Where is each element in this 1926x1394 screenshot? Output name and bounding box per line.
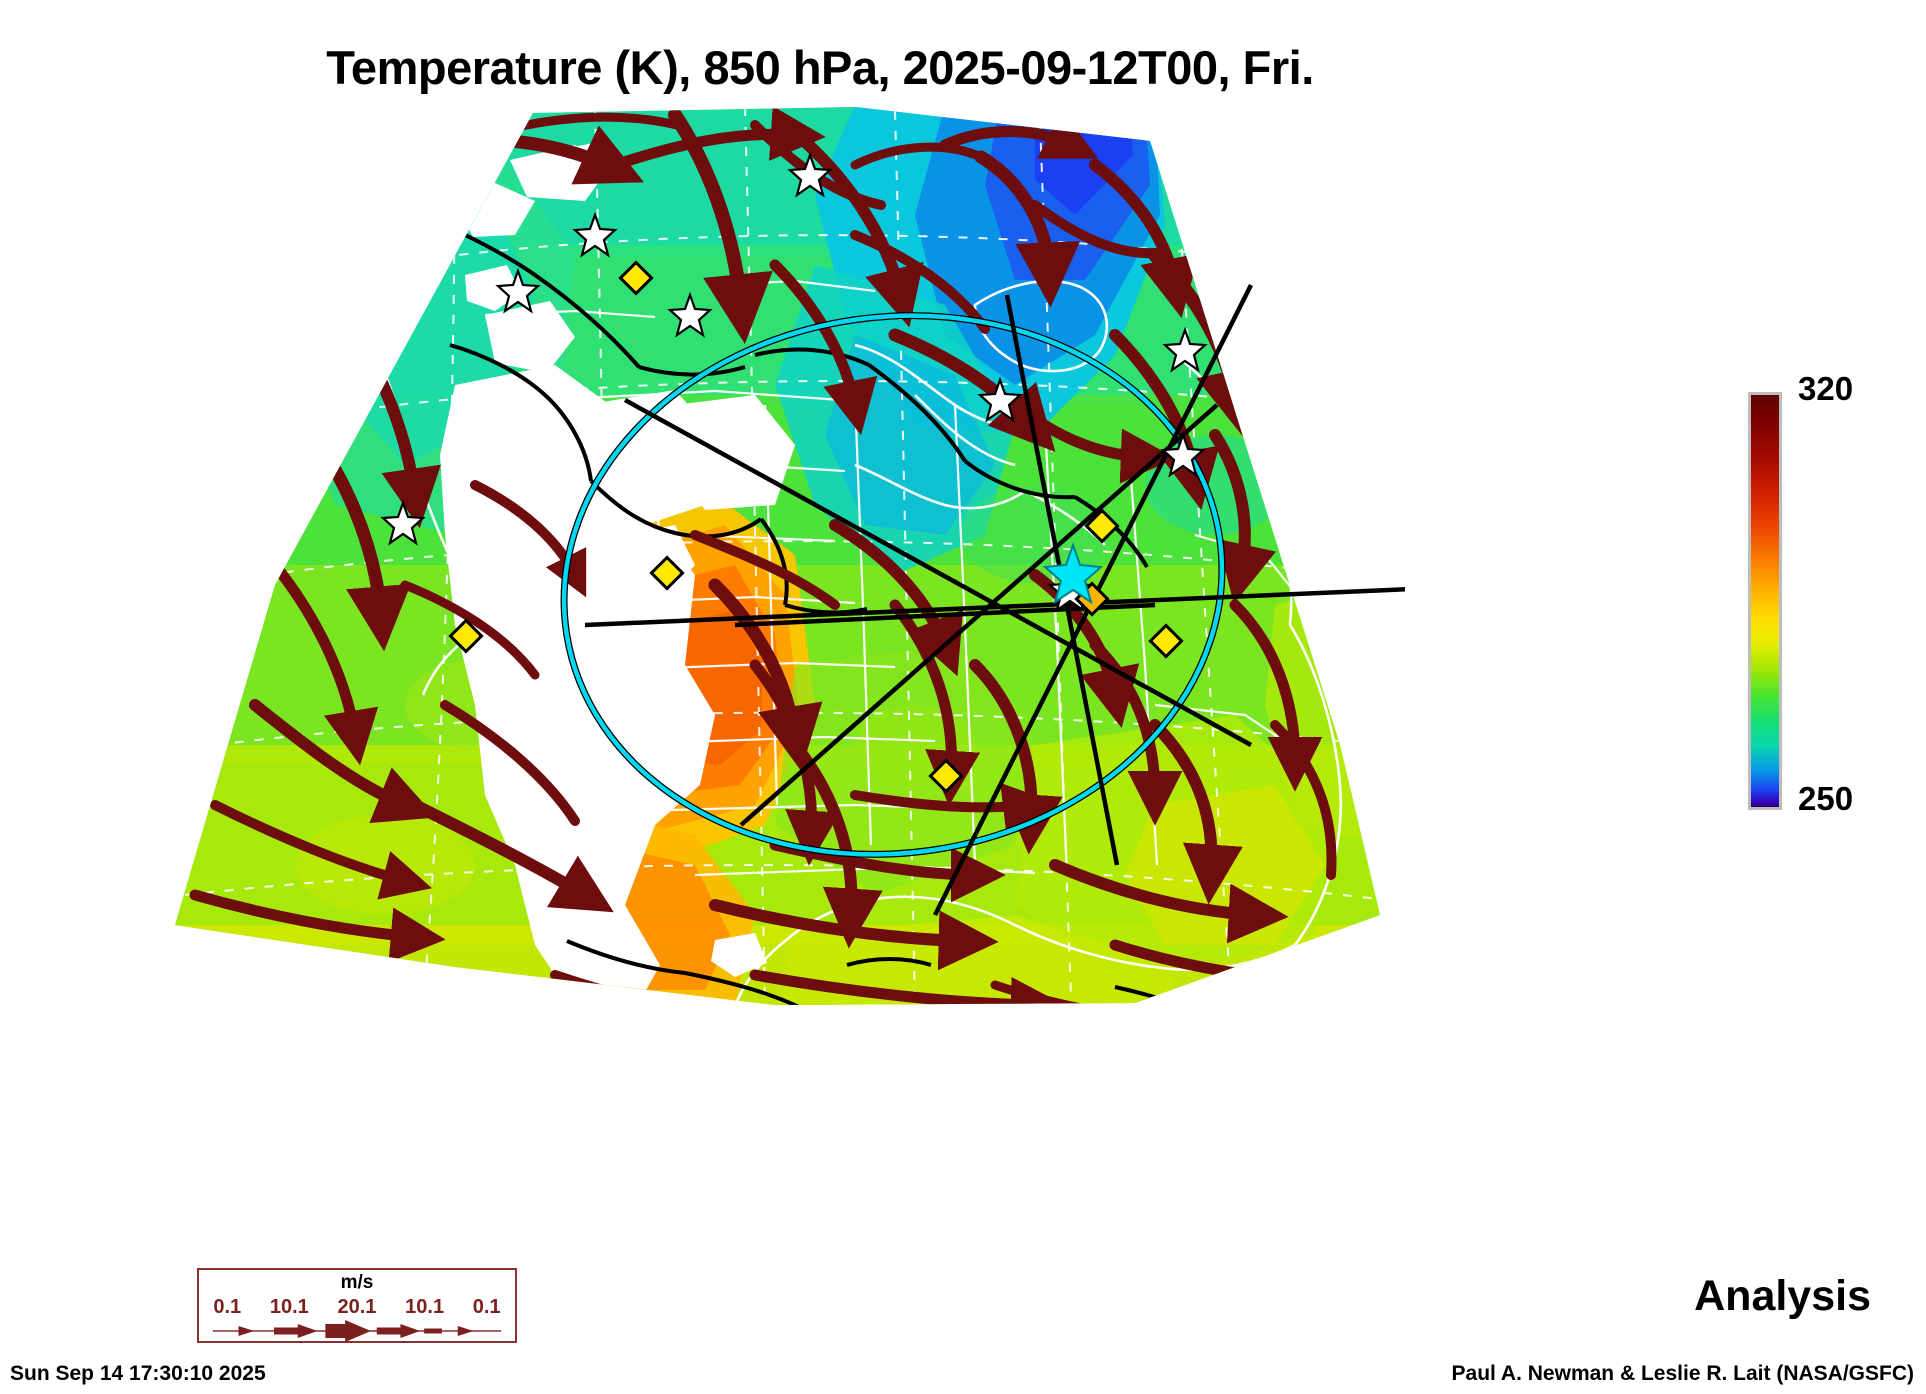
map-plot-area	[155, 105, 1405, 1105]
colorbar: 320 250	[1740, 370, 1926, 830]
wind-speed-legend: m/s 0.1 10.1 20.1 10.1 0.1	[197, 1268, 517, 1343]
wind-tick-label: 0.1	[213, 1296, 242, 1318]
colorbar-min-label: 250	[1798, 780, 1854, 817]
wind-tick-label: 20.1	[337, 1296, 377, 1318]
colorbar-max-label: 320	[1798, 370, 1854, 407]
credit-line: Paul A. Newman & Leslie R. Lait (NASA/GS…	[1451, 1362, 1914, 1385]
cyan-ellipse	[560, 312, 1226, 858]
wind-arrow-scale	[212, 1320, 502, 1342]
center-star-marker	[1042, 541, 1104, 605]
wind-tick-label: 0.1	[472, 1296, 501, 1318]
wind-tick-labels: 0.1 10.1 20.1 10.1 0.1	[199, 1296, 515, 1319]
analysis-label: Analysis	[1694, 1272, 1871, 1320]
yellow-diamond-markers	[448, 260, 1184, 794]
wind-tick-label: 10.1	[269, 1296, 309, 1318]
national-borders	[394, 201, 1216, 1005]
wind-tick-label: 10.1	[405, 1296, 445, 1318]
map-svg	[175, 107, 1405, 1005]
page-title: Temperature (K), 850 hPa, 2025-09-12T00,…	[326, 41, 1314, 94]
generation-timestamp: Sun Sep 14 17:30:10 2025	[10, 1362, 266, 1385]
wind-unit-label: m/s	[340, 1272, 374, 1293]
colorbar-gradient	[1748, 392, 1782, 810]
